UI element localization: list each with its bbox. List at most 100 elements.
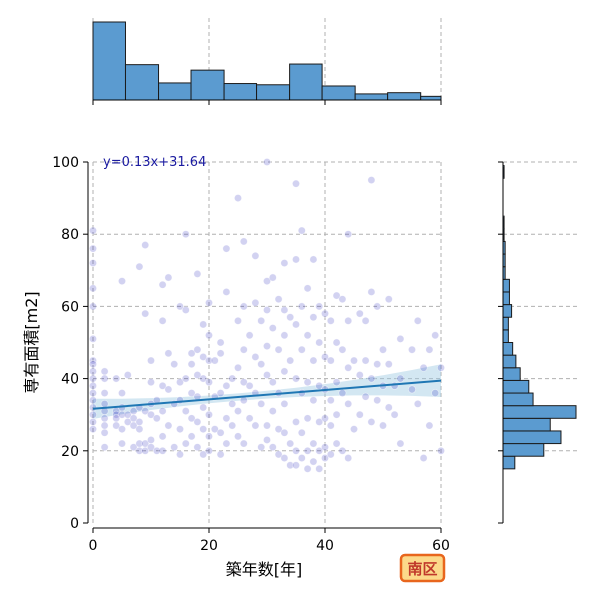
y-tick-label: 80 (61, 227, 79, 243)
top-histogram-axis (92, 99, 442, 105)
scatter-point (344, 399, 353, 408)
scatter-point (326, 396, 335, 405)
y-tick-label: 60 (61, 299, 79, 315)
right-histogram-bar (502, 354, 517, 369)
scatter-point (158, 432, 167, 441)
regression-equation-label: y=0.13x+31.64 (103, 155, 206, 170)
right-histogram-bar (502, 367, 521, 381)
top-histogram-bars (92, 21, 442, 101)
scatter-point (350, 425, 358, 434)
scatter-point (245, 414, 254, 423)
scatter-point (170, 443, 179, 452)
main-scatter-plot: 0 20 40 60 0 20 40 60 80 100 y=0.13x+31.64 築年数[年]… (22, 155, 450, 579)
scatter-point (216, 349, 225, 358)
scatter-point (245, 381, 254, 390)
scatter-point (263, 371, 271, 379)
scatter-point (141, 446, 150, 455)
scatter-point (303, 464, 312, 473)
regression-line-path (92, 379, 442, 410)
right-histogram-bar (502, 430, 562, 445)
scatter-point (408, 345, 416, 354)
scatter-point (181, 306, 190, 314)
right-histogram-bar (502, 304, 513, 318)
right-histogram-bar (502, 443, 545, 457)
scatter-point (112, 421, 121, 430)
scatter-point (100, 428, 109, 437)
scatter-point (251, 421, 260, 430)
scatter-point (355, 371, 364, 379)
scatter-point (152, 414, 161, 423)
scatter-point (292, 255, 300, 264)
scatter-point (309, 313, 318, 322)
scatter-point (408, 385, 416, 394)
scatter-point (89, 403, 97, 412)
scatter-point (419, 454, 428, 462)
scatter-point (286, 461, 295, 470)
scatter-point (245, 331, 254, 340)
scatter-point (251, 251, 260, 260)
scatter-point (315, 302, 324, 311)
scatter-point (100, 389, 109, 397)
scatter-point (141, 241, 150, 249)
scatter-point (390, 410, 399, 419)
scatter-point (303, 331, 312, 340)
scatter-point (135, 425, 144, 434)
top-histogram-bar (321, 85, 356, 101)
scatter-point (309, 255, 318, 264)
scatter-point (384, 360, 393, 369)
scatter-point (396, 334, 405, 343)
scatter-point (263, 277, 271, 286)
scatter-point (216, 428, 225, 437)
scatter-point (263, 306, 271, 314)
scatter-point (257, 443, 266, 452)
scatter-point (280, 454, 289, 462)
scatter-point (228, 421, 237, 430)
scatter-point (344, 316, 353, 325)
scatter-point (268, 378, 277, 387)
scatter-point (292, 418, 300, 426)
scatter-point (158, 280, 167, 289)
scatter-point (437, 363, 445, 372)
scatter-point (164, 349, 173, 358)
scatter-point (280, 306, 289, 314)
x-tick-label: 60 (432, 538, 450, 554)
main-tick-labels: 0 20 40 60 0 20 40 60 80 100 (52, 155, 450, 554)
scatter-point (118, 439, 126, 448)
scatter-point (292, 179, 300, 188)
scatter-point (379, 421, 387, 430)
scatter-point (413, 399, 422, 408)
scatter-point (199, 374, 208, 383)
scatter-point (239, 345, 248, 354)
scatter-point (321, 443, 329, 452)
scatter-point (315, 338, 324, 347)
scatter-point (268, 407, 277, 415)
scatter-point (158, 316, 167, 325)
right-histogram-bar (502, 329, 509, 343)
scatter-point (158, 407, 167, 415)
scatter-point (176, 425, 184, 434)
scatter-point (181, 439, 190, 448)
scatter-point (112, 374, 121, 383)
scatter-point (344, 230, 353, 239)
scatter-point (187, 414, 196, 423)
scatter-point (239, 237, 248, 246)
scatter-point (280, 399, 289, 408)
scatter-point (239, 439, 248, 448)
scatter-point (89, 389, 97, 397)
scatter-point (193, 371, 202, 379)
top-histogram-bar (124, 64, 160, 101)
scatter-point (274, 345, 283, 354)
scatter-point (234, 363, 242, 372)
x-tick-label: 40 (316, 538, 334, 554)
scatter-point (228, 399, 237, 408)
scatter-point (297, 345, 306, 354)
scatter-point (361, 392, 370, 401)
scatter-point (239, 302, 248, 311)
scatter-point (89, 396, 97, 405)
scatter-point (257, 360, 266, 369)
scatter-point (268, 324, 277, 332)
scatter-point (367, 288, 376, 296)
scatter-point (292, 320, 300, 329)
top-histogram-bar (387, 92, 422, 101)
